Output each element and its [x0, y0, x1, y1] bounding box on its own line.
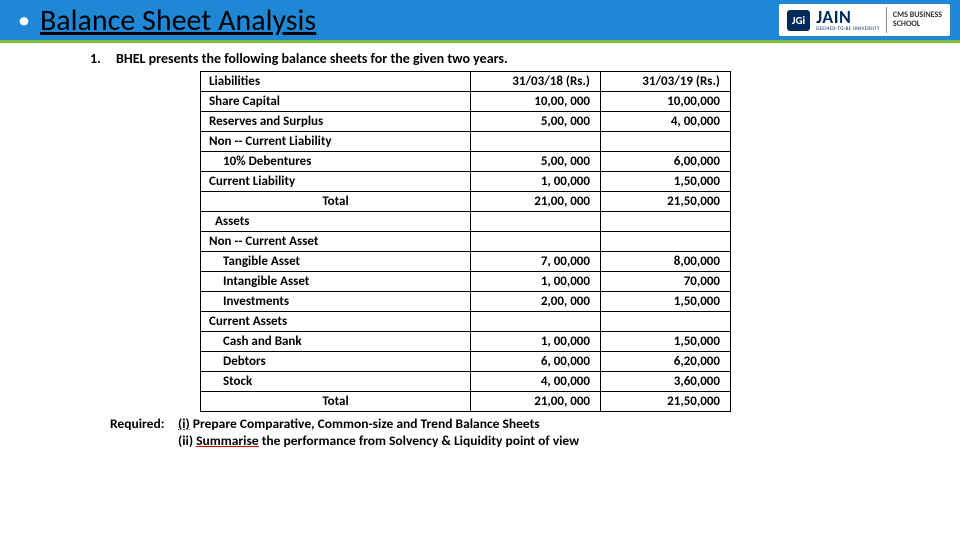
- question-text: BHEL presents the following balance shee…: [116, 50, 508, 67]
- row-val-y1: 6, 00,000: [471, 352, 601, 372]
- cms-block: CMS BUSINESS SCHOOL: [893, 11, 942, 29]
- row-val-y1: 1, 00,000: [471, 332, 601, 352]
- row-val-y2: 21,50,000: [601, 192, 731, 212]
- table-row: Reserves and Surplus5,00, 0004, 00,000: [201, 112, 731, 132]
- jain-text: JAIN: [816, 8, 880, 26]
- question-number: 1.: [90, 50, 101, 67]
- table-row: Total21,00, 00021,50,000: [201, 392, 731, 412]
- row-val-y2: 6,20,000: [601, 352, 731, 372]
- table-row: 10% Debentures5,00, 0006,00,000: [201, 152, 731, 172]
- required-i: (i) Prepare Comparative, Common-size and…: [178, 415, 540, 432]
- row-val-y1: 2,00, 000: [471, 292, 601, 312]
- req-ii-text: the performance from Solvency & Liquidit…: [259, 432, 580, 449]
- jain-block: JAIN DEEMED-TO-BE UNIVERSITY: [816, 8, 880, 32]
- table-row: Stock4, 00,0003,60,000: [201, 372, 731, 392]
- table-header-row: Liabilities 31/03/18 (Rs.) 31/03/19 (Rs.…: [201, 72, 731, 92]
- slide-header: • Balance Sheet Analysis JGi JAIN DEEMED…: [0, 0, 960, 40]
- row-val-y2: 21,50,000: [601, 392, 731, 412]
- table-row: Share Capital10,00, 00010,00,000: [201, 92, 731, 112]
- table-row: Investments2,00, 0001,50,000: [201, 292, 731, 312]
- row-label: Assets: [201, 212, 471, 232]
- row-label: Current Assets: [201, 312, 471, 332]
- cms-line2: SCHOOL: [893, 20, 942, 29]
- row-label: 10% Debentures: [201, 152, 471, 172]
- row-label: Non -- Current Asset: [201, 232, 471, 252]
- row-val-y2: 10,00,000: [601, 92, 731, 112]
- row-label: Non -- Current Liability: [201, 132, 471, 152]
- req-ii-num: (ii): [178, 432, 196, 449]
- row-val-y1: 10,00, 000: [471, 92, 601, 112]
- table-row: Tangible Asset7, 00,0008,00,000: [201, 252, 731, 272]
- required-block: Required: (i) Prepare Comparative, Commo…: [110, 415, 890, 449]
- col-header-y2: 31/03/19 (Rs.): [601, 72, 731, 92]
- row-val-y1: 4, 00,000: [471, 372, 601, 392]
- req-i-text: Prepare Comparative, Common-size and Tre…: [190, 415, 540, 432]
- row-val-y2: [601, 312, 731, 332]
- row-val-y1: [471, 232, 601, 252]
- table-row: Current Assets: [201, 312, 731, 332]
- divider: [886, 7, 887, 33]
- row-val-y1: 7, 00,000: [471, 252, 601, 272]
- jain-sub: DEEMED-TO-BE UNIVERSITY: [816, 26, 880, 32]
- row-val-y1: [471, 212, 601, 232]
- table-row: Non -- Current Liability: [201, 132, 731, 152]
- row-val-y1: [471, 312, 601, 332]
- content: 1. BHEL presents the following balance s…: [0, 43, 960, 449]
- slide-title: Balance Sheet Analysis: [40, 2, 316, 39]
- required-ii: (ii) Summarise the performance from Solv…: [178, 432, 579, 449]
- row-label: Tangible Asset: [201, 252, 471, 272]
- row-label: Reserves and Surplus: [201, 112, 471, 132]
- req-i-num: (i): [178, 415, 190, 432]
- row-label: Total: [201, 392, 471, 412]
- table-row: Non -- Current Asset: [201, 232, 731, 252]
- bullet: •: [18, 6, 30, 35]
- row-label: Total: [201, 192, 471, 212]
- row-val-y1: 1, 00,000: [471, 272, 601, 292]
- row-val-y2: 4, 00,000: [601, 112, 731, 132]
- required-label: Required:: [110, 415, 178, 432]
- table-row: Cash and Bank1, 00,0001,50,000: [201, 332, 731, 352]
- jgi-badge: JGi: [787, 10, 810, 31]
- row-val-y2: [601, 232, 731, 252]
- table-row: Debtors6, 00,0006,20,000: [201, 352, 731, 372]
- row-val-y2: 1,50,000: [601, 332, 731, 352]
- row-label: Stock: [201, 372, 471, 392]
- row-val-y1: 21,00, 000: [471, 392, 601, 412]
- question-line: 1. BHEL presents the following balance s…: [90, 50, 890, 67]
- table-row: Total21,00, 00021,50,000: [201, 192, 731, 212]
- row-label: Debtors: [201, 352, 471, 372]
- row-val-y1: 5,00, 000: [471, 112, 601, 132]
- balance-sheet-table: Liabilities 31/03/18 (Rs.) 31/03/19 (Rs.…: [200, 71, 731, 412]
- table-row: Intangible Asset1, 00,00070,000: [201, 272, 731, 292]
- row-val-y1: 5,00, 000: [471, 152, 601, 172]
- row-val-y1: [471, 132, 601, 152]
- row-label: Intangible Asset: [201, 272, 471, 292]
- row-val-y2: [601, 212, 731, 232]
- row-label: Cash and Bank: [201, 332, 471, 352]
- row-label: Share Capital: [201, 92, 471, 112]
- row-val-y2: 70,000: [601, 272, 731, 292]
- table-row: Assets: [201, 212, 731, 232]
- row-val-y2: 1,50,000: [601, 292, 731, 312]
- row-val-y2: 6,00,000: [601, 152, 731, 172]
- row-val-y2: [601, 132, 731, 152]
- row-label: Current Liability: [201, 172, 471, 192]
- col-header-y1: 31/03/18 (Rs.): [471, 72, 601, 92]
- row-val-y2: 1,50,000: [601, 172, 731, 192]
- row-val-y2: 8,00,000: [601, 252, 731, 272]
- logo: JGi JAIN DEEMED-TO-BE UNIVERSITY CMS BUS…: [779, 4, 950, 36]
- row-val-y1: 1, 00,000: [471, 172, 601, 192]
- row-label: Investments: [201, 292, 471, 312]
- req-ii-word: Summarise: [196, 432, 259, 449]
- col-header-label: Liabilities: [201, 72, 471, 92]
- required-label-spacer: [110, 432, 178, 449]
- row-val-y2: 3,60,000: [601, 372, 731, 392]
- row-val-y1: 21,00, 000: [471, 192, 601, 212]
- table-row: Current Liability1, 00,0001,50,000: [201, 172, 731, 192]
